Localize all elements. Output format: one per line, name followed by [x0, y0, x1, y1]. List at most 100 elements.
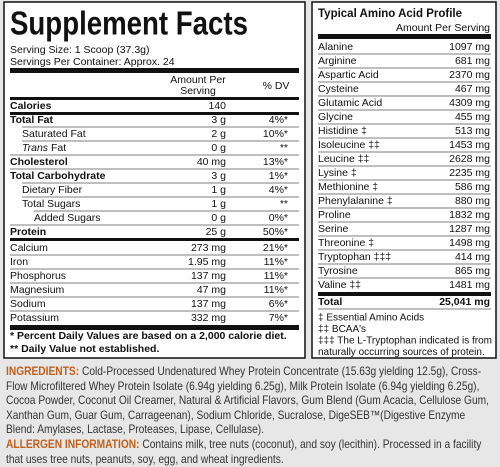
nutrient-name: Phosphorus	[10, 270, 66, 282]
nutrient-dv: 10%*	[263, 128, 288, 140]
footnote: * Percent Daily Values are based on a 2,…	[10, 330, 287, 342]
title: Supplement Facts	[10, 5, 248, 42]
nutrient-name: Calcium	[10, 242, 48, 254]
nutrient-dv: 21%*	[263, 242, 288, 254]
nutrient-name: Added Sugars	[34, 212, 101, 224]
amino-name: Valine ‡‡	[318, 279, 361, 291]
amino-amount: 1498 mg	[449, 237, 490, 249]
amino-amount: 414 mg	[455, 251, 490, 263]
ingredients-label: INGREDIENTS:	[6, 364, 80, 378]
amino-amount: 865 mg	[455, 265, 490, 277]
nutrient-amount: 40 mg	[197, 156, 226, 168]
amino-name: Phenylalanine ‡	[318, 195, 393, 207]
allergen-text: Contains milk, tree nuts (coconut), and …	[6, 437, 482, 466]
amino-amount: 513 mg	[455, 125, 490, 137]
nutrient-name: Total Sugars	[22, 198, 80, 210]
amino-name: Methionine ‡	[318, 181, 378, 193]
amino-name: Tryptophan ‡‡‡	[318, 251, 391, 263]
header-amount: Amount Per	[170, 74, 226, 86]
nutrient-amount: 1 g	[211, 198, 226, 210]
amino-amount: 2370 mg	[449, 69, 490, 81]
amino-total-name: Total	[318, 296, 342, 308]
amino-amount: 1287 mg	[449, 223, 490, 235]
amino-name: Cysteine	[318, 83, 359, 95]
amino-name: Lysine ‡	[318, 167, 357, 179]
nutrient-dv: 1%*	[269, 170, 288, 182]
nutrient-amount: 273 mg	[191, 242, 226, 254]
amino-total-amount: 25,041 mg	[439, 296, 490, 308]
amino-name: Leucine ‡‡	[318, 153, 370, 165]
thick-bar	[10, 238, 299, 241]
amino-amount: 2235 mg	[449, 167, 490, 179]
amino-amount: 467 mg	[455, 83, 490, 95]
ingredients-text: Cold-Processed Undenatured Whey Protein …	[6, 364, 489, 436]
servings-per-container: Servings Per Container: Approx. 24	[10, 56, 175, 68]
thick-bar	[10, 68, 299, 73]
nutrient-dv: 7%*	[269, 312, 288, 324]
amino-name: Alanine	[318, 41, 353, 53]
header-amount: Serving	[180, 85, 216, 97]
nutrient-amount: 0 g	[211, 142, 226, 154]
nutrient-name: Total Carbohydrate	[10, 170, 106, 182]
nutrient-name: Magnesium	[10, 284, 65, 296]
nutrient-name: Cholesterol	[10, 156, 68, 168]
nutrient-dv: 4%*	[269, 114, 288, 126]
amino-name: Isoleucine ‡‡	[318, 139, 380, 151]
amino-amount: 4309 mg	[449, 97, 490, 109]
amino-amount: 1481 mg	[449, 279, 490, 291]
nutrient-amount: 1.95 mg	[188, 256, 226, 268]
nutrient-amount: 140	[208, 100, 226, 112]
nutrient-dv: 11%*	[264, 284, 288, 296]
amino-amount: 1832 mg	[449, 209, 490, 221]
nutrient-amount: 0 g	[211, 212, 226, 224]
nutrient-amount: 25 g	[206, 226, 227, 238]
nutrient-name: Dietary Fiber	[22, 184, 83, 196]
nutrient-name-italic: Trans	[22, 142, 49, 154]
nutrient-name: Total Fat	[10, 114, 53, 126]
amino-legend: ‡‡ BCAA's	[318, 324, 366, 335]
allergen: ALLERGEN INFORMATION: Contains milk, tre…	[6, 437, 496, 466]
nutrient-dv: 6%*	[269, 298, 288, 310]
nutrient-amount: 1 g	[211, 184, 226, 196]
amino-name: Tyrosine	[318, 265, 358, 277]
allergen-label: ALLERGEN INFORMATION:	[6, 437, 140, 451]
thick-bar	[318, 34, 491, 39]
nutrient-dv: 11%*	[264, 270, 288, 282]
nutrient-name: Calories	[10, 100, 52, 112]
amino-legend: ‡ Essential Amino Acids	[318, 313, 424, 324]
amino-legend: ‡‡‡ The L-Tryptophan indicated is from	[318, 336, 492, 347]
amino-header: Amount Per Serving	[396, 22, 490, 34]
nutrient-dv: 13%*	[263, 156, 288, 168]
nutrient-name-rest: Fat	[48, 142, 66, 154]
serving-size: Serving Size: 1 Scoop (37.3g)	[10, 44, 150, 56]
amino-name: Glutamic Acid	[318, 97, 382, 109]
nutrient-dv: 50%*	[263, 226, 288, 238]
nutrient-name: Trans Fat	[22, 142, 66, 154]
amino-amount: 2628 mg	[449, 153, 490, 165]
nutrient-dv: 11%*	[264, 256, 288, 268]
nutrient-amount: 2 g	[211, 128, 226, 140]
thick-bar	[10, 97, 299, 100]
nutrient-dv: 0%*	[269, 212, 288, 224]
nutrient-dv: **	[280, 142, 288, 154]
nutrient-amount: 332 mg	[191, 312, 226, 324]
thick-bar	[318, 292, 491, 296]
ingredients: INGREDIENTS: Cold-Processed Undenatured …	[6, 364, 496, 437]
nutrient-amount: 137 mg	[191, 270, 226, 282]
nutrient-amount: 3 g	[211, 170, 226, 182]
nutrient-dv: 4%*	[269, 184, 288, 196]
amino-name: Proline	[318, 209, 351, 221]
amino-name: Arginine	[318, 55, 357, 67]
amino-legend: naturally occurring sources of protein.	[318, 347, 485, 358]
thick-bar	[10, 325, 299, 330]
nutrient-amount: 47 mg	[197, 284, 226, 296]
amino-title: Typical Amino Acid Profile	[318, 8, 462, 20]
panels: Supplement Facts Serving Size: 1 Scoop (…	[3, 1, 497, 359]
amino-amount: 455 mg	[455, 111, 490, 123]
nutrient-amount: 3 g	[211, 114, 226, 126]
nutrient-name: Iron	[10, 256, 28, 268]
nutrient-dv: **	[280, 198, 288, 210]
amino-amount: 586 mg	[455, 181, 490, 193]
supplement-panel	[3, 1, 306, 359]
